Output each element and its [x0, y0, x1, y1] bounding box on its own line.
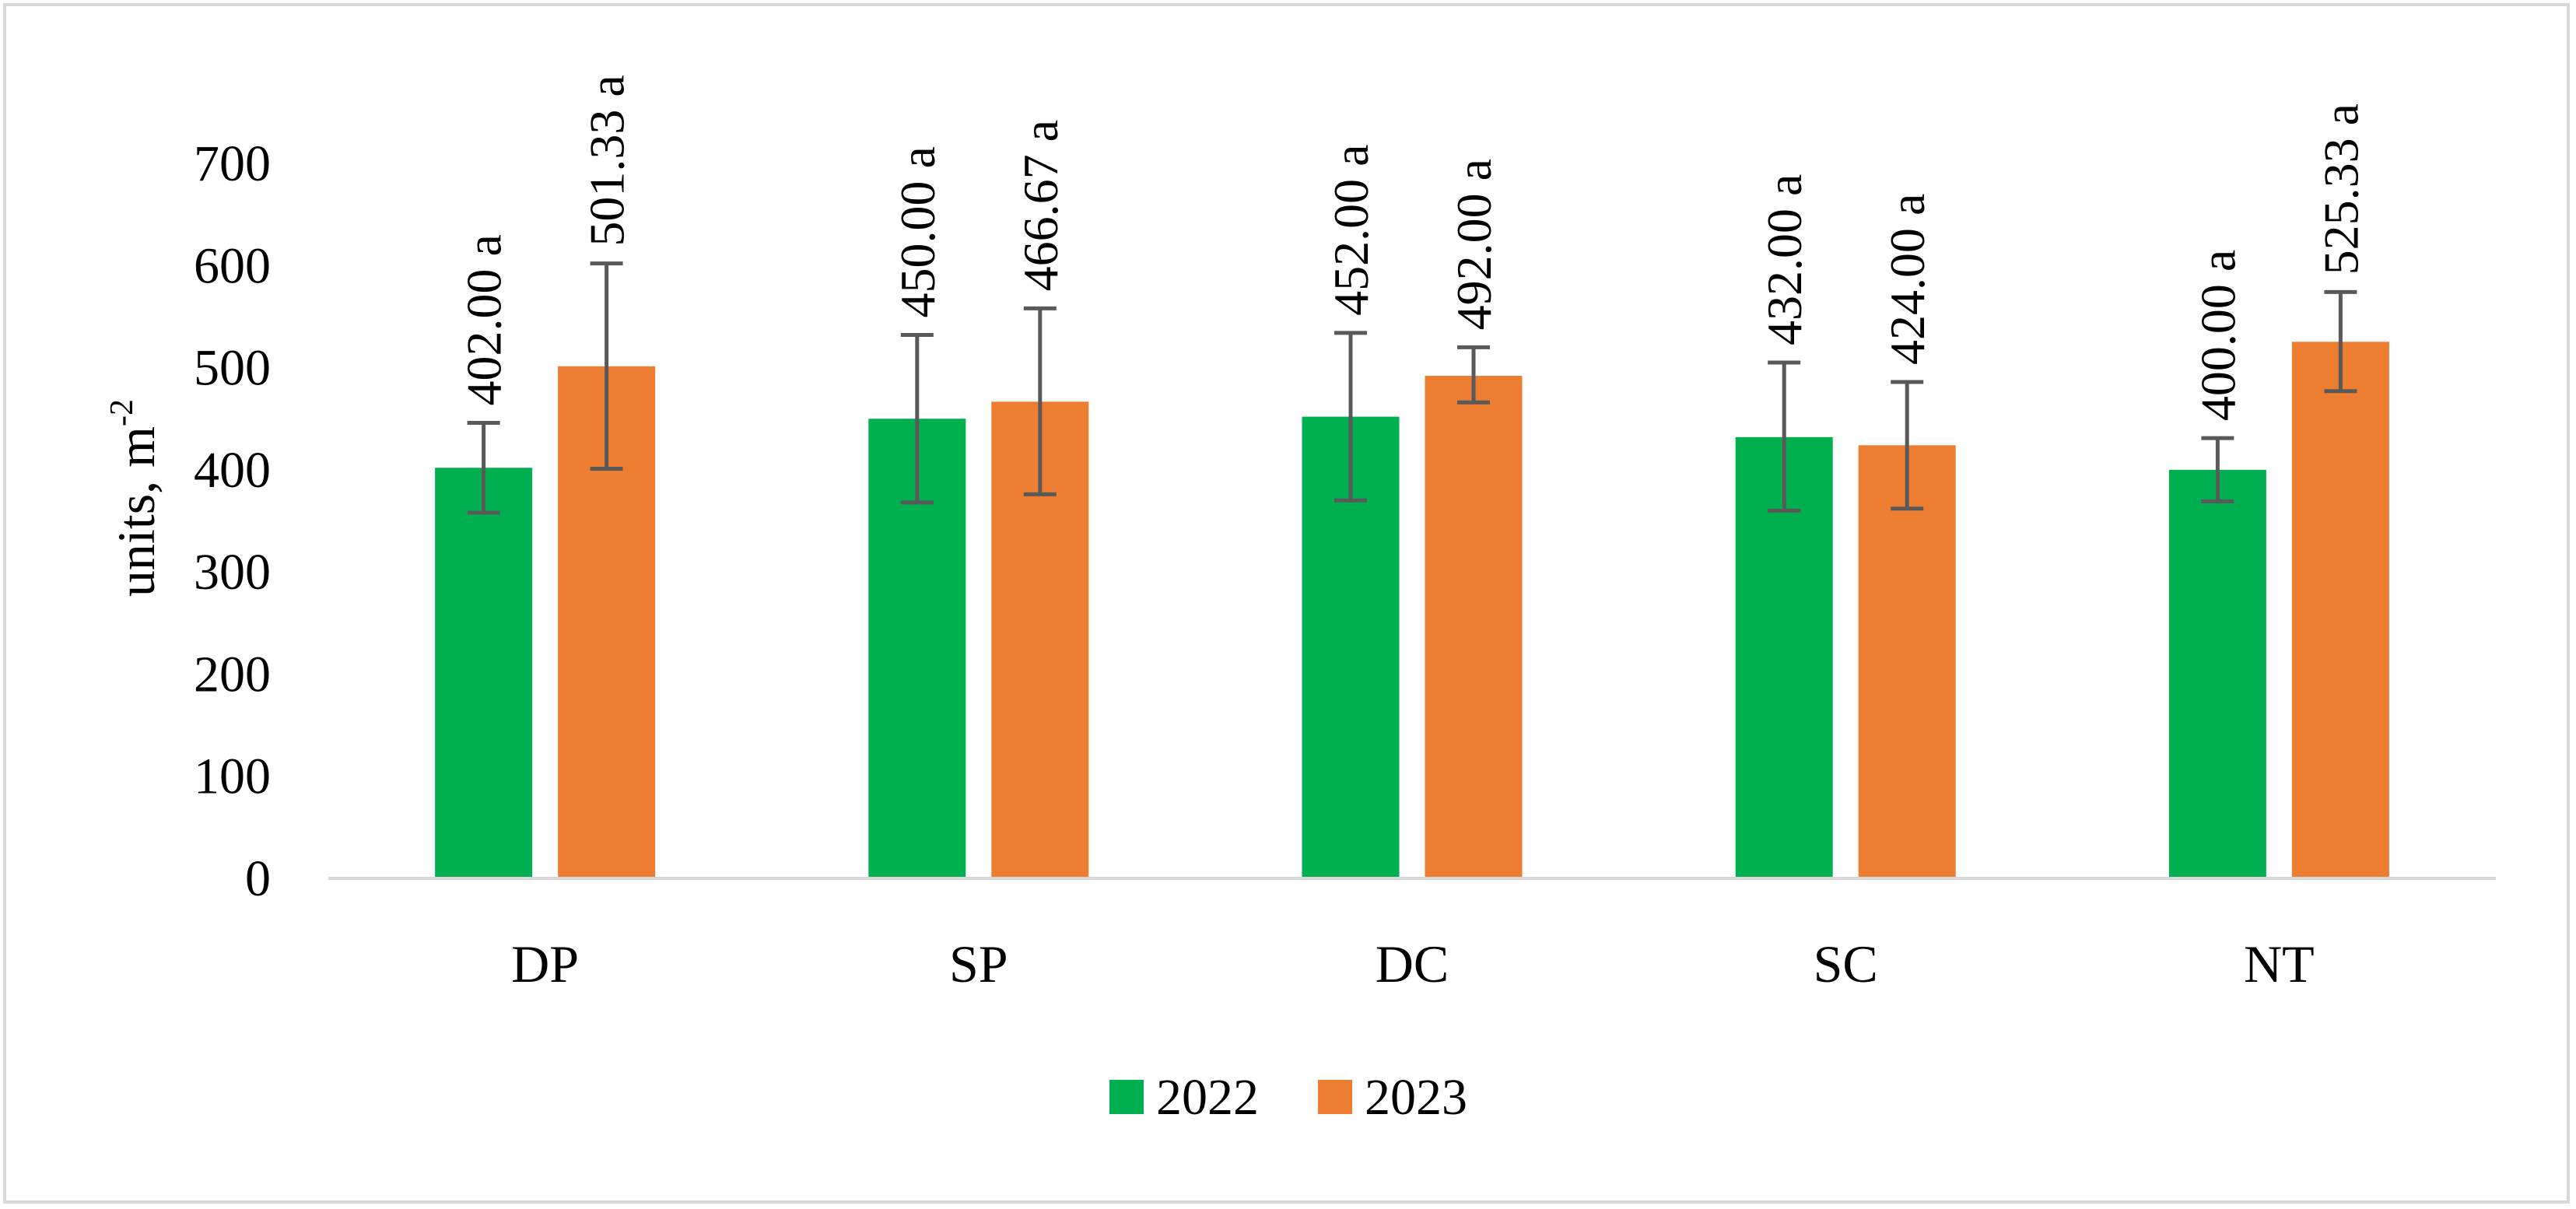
data-label-SP-2023: 466.67 a [1013, 120, 1068, 291]
category-label-NT: NT [2244, 934, 2315, 993]
y-tick-labels: 0 100 200 300 400 500 600 700 [194, 135, 271, 907]
data-label-NT-2023: 525.33 a [2313, 103, 2368, 275]
bar-SC-2023 [1858, 445, 1956, 878]
bars [435, 342, 2389, 878]
bar-NT-2023 [2291, 342, 2389, 878]
y-tick-label-100: 100 [194, 748, 271, 805]
category-labels: DP SP DC SC NT [511, 934, 2315, 993]
y-tick-label-0: 0 [245, 850, 271, 907]
data-label-SC-2022: 432.00 a [1757, 174, 1812, 345]
data-label-DP-2022: 402.00 a [457, 234, 512, 405]
y-tick-label-500: 500 [194, 340, 271, 397]
y-axis-title: units, m-2 [104, 399, 166, 597]
legend-label-2022: 2022 [1156, 1069, 1259, 1126]
data-label-SP-2022: 450.00 a [890, 146, 945, 317]
legend-swatch-2022 [1109, 1080, 1144, 1114]
legend: 2022 2023 [1109, 1069, 1467, 1126]
error-bars [467, 261, 2357, 515]
legend-swatch-2023 [1318, 1080, 1352, 1114]
bar-DP-2022 [435, 468, 533, 878]
category-label-DC: DC [1376, 934, 1449, 993]
category-label-SP: SP [949, 934, 1008, 993]
data-label-NT-2022: 400.00 a [2190, 250, 2245, 421]
data-label-DC-2023: 492.00 a [1446, 159, 1502, 330]
y-axis-title-text: units, m [107, 426, 166, 597]
bar-DC-2023 [1425, 376, 1523, 878]
data-label-DP-2023: 501.33 a [580, 75, 635, 246]
category-label-DP: DP [511, 934, 579, 993]
y-tick-label-700: 700 [194, 135, 271, 192]
y-tick-label-300: 300 [194, 544, 271, 601]
bar-NT-2022 [2168, 469, 2266, 878]
y-tick-label-200: 200 [194, 646, 271, 703]
data-label-DC-2022: 452.00 a [1323, 145, 1379, 316]
y-axis-title-group: units, m-2 [104, 399, 166, 597]
data-labels: 402.00 a 501.33 a 450.00 a 466.67 a 452.00 a… [457, 75, 2369, 421]
y-tick-label-400: 400 [194, 442, 271, 499]
y-axis-title-superscript: -2 [104, 399, 140, 426]
category-label-SC: SC [1814, 934, 1878, 993]
data-label-SC-2023: 424.00 a [1880, 194, 1935, 365]
legend-label-2023: 2023 [1365, 1069, 1467, 1126]
y-tick-label-600: 600 [194, 237, 271, 294]
chart-frame [3, 3, 2570, 1204]
